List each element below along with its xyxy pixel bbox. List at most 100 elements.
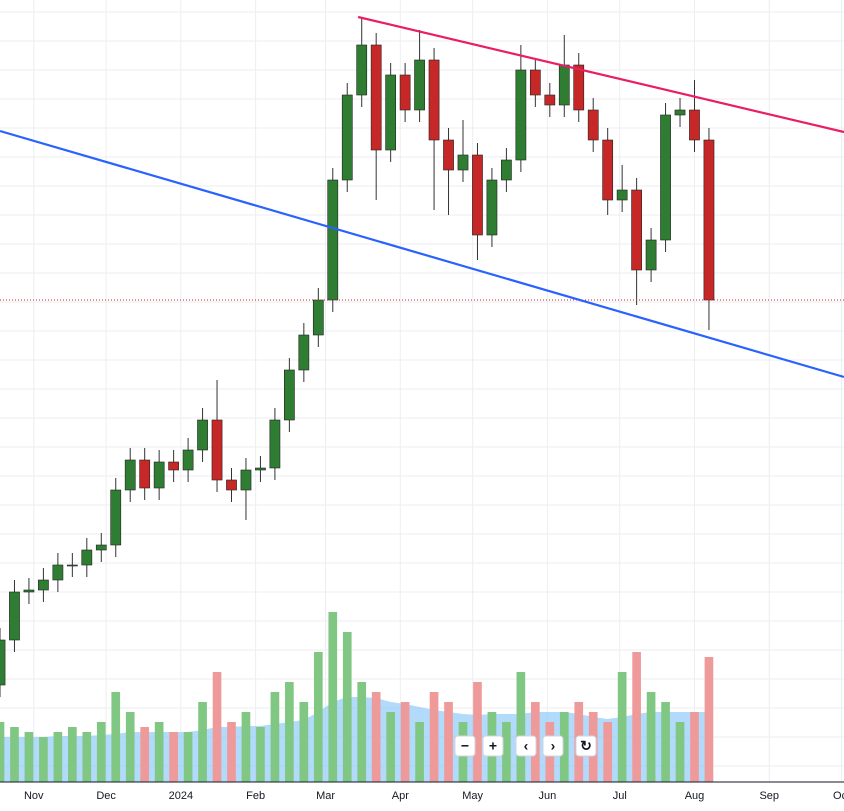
candle-body: [689, 109, 700, 141]
candle-body: [284, 369, 295, 421]
candle-body: [428, 59, 440, 141]
volume-bar: [444, 702, 453, 782]
candle-body: [240, 469, 252, 491]
control-button-bg: [542, 735, 564, 757]
candle-body: [443, 139, 454, 171]
control-button[interactable]: ›: [542, 735, 564, 757]
control-button-label[interactable]: ‹: [524, 738, 529, 754]
x-tick-label: Dec: [96, 790, 116, 802]
x-tick-label: Feb: [246, 790, 265, 802]
volume-bar: [270, 692, 280, 782]
volume-bar: [96, 722, 106, 782]
candle-body: [472, 154, 483, 236]
x-tick-label: Nov: [24, 790, 44, 802]
x-tick-label: 2024: [169, 790, 193, 802]
candle-body: [515, 69, 527, 161]
control-button-label[interactable]: −: [461, 738, 469, 754]
candle-body: [414, 59, 425, 111]
control-button[interactable]: ↻: [575, 735, 597, 757]
control-button-label[interactable]: +: [489, 738, 497, 754]
volume-bar: [111, 692, 121, 782]
control-button-bg: [575, 735, 597, 757]
volume-bar: [603, 722, 613, 782]
volume-bar: [125, 712, 135, 782]
candle-body: [544, 94, 556, 106]
x-tick-label: May: [462, 790, 483, 802]
volume-bar: [10, 727, 19, 782]
candle-body: [211, 419, 223, 481]
x-tick-label: Apr: [392, 790, 409, 802]
volume-bar: [690, 712, 699, 782]
candle-body: [269, 419, 281, 469]
control-button[interactable]: −: [454, 735, 476, 757]
candle-body: [153, 461, 165, 489]
candle-body: [66, 564, 78, 567]
volume-bar: [198, 702, 207, 782]
x-tick-label: Jun: [539, 790, 557, 802]
volume-bar: [675, 722, 685, 782]
controls: − + ‹ › ↻: [454, 735, 597, 757]
volume-bar: [617, 672, 627, 782]
volume-bar: [256, 727, 265, 782]
volume-bar: [386, 712, 395, 782]
control-button[interactable]: ‹: [515, 735, 537, 757]
x-tick-label: Aug: [685, 790, 705, 802]
volume-bar: [169, 732, 178, 782]
volume-bar: [140, 727, 150, 782]
candle-body: [660, 114, 671, 241]
volume-bar: [285, 682, 294, 782]
candle-body: [573, 64, 585, 111]
volume-bar: [646, 692, 656, 782]
volume-bar: [632, 652, 641, 782]
volume-bar: [415, 722, 424, 782]
candle-body: [52, 564, 64, 581]
volume-bar: [661, 702, 670, 782]
volume-bar: [429, 692, 439, 782]
volume-bar: [212, 672, 222, 782]
volume-bar: [227, 722, 236, 782]
price-pane: [0, 17, 715, 697]
trendline: [357, 15, 844, 134]
candle-body: [312, 299, 324, 336]
candle-body: [255, 467, 266, 471]
candle-body: [385, 74, 397, 151]
trendlines: [0, 15, 844, 379]
candle-body: [298, 334, 310, 371]
control-button-bg: [482, 735, 504, 757]
candle-body: [341, 94, 353, 181]
candle-body: [616, 189, 628, 201]
x-tick-label: Oct: [833, 790, 844, 802]
candle-body: [168, 461, 179, 471]
volume-bar: [24, 732, 34, 782]
candle-body: [182, 449, 194, 471]
candle-body: [558, 64, 570, 106]
volume-bar: [241, 712, 251, 782]
control-button-bg: [454, 735, 476, 757]
volume-bar: [183, 732, 193, 782]
volume-bar: [68, 727, 77, 782]
candle-body: [602, 139, 614, 201]
candle-body: [0, 639, 6, 686]
candle-body: [95, 544, 107, 551]
candle-body: [197, 419, 208, 451]
candle-body: [587, 109, 599, 141]
candle-body: [226, 479, 237, 491]
control-button-label[interactable]: ↻: [580, 738, 592, 754]
control-button-bg: [515, 735, 537, 757]
candle-body: [81, 549, 93, 566]
control-button-label[interactable]: ›: [551, 738, 556, 754]
candle-body: [674, 109, 686, 116]
time-axis-labels: Nov Dec 2024 Feb Mar Apr May Jun Jul Aug Sep Oct: [24, 790, 844, 802]
volume-bar: [516, 672, 526, 782]
volume-bar: [328, 612, 338, 782]
x-tick-label: Jul: [613, 790, 627, 802]
candle-body: [486, 179, 498, 236]
volume-bar: [704, 657, 714, 782]
candle-body: [124, 459, 136, 491]
control-button[interactable]: +: [482, 735, 504, 757]
candle-body: [38, 579, 49, 591]
x-tick-label: Sep: [759, 790, 779, 802]
time-axis: [0, 782, 844, 811]
volume-bar: [313, 652, 323, 782]
